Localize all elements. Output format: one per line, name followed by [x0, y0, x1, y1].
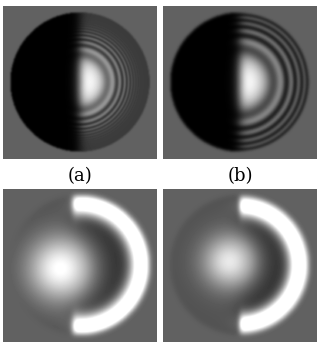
Text: (b): (b): [227, 167, 253, 185]
Text: (a): (a): [68, 167, 92, 185]
